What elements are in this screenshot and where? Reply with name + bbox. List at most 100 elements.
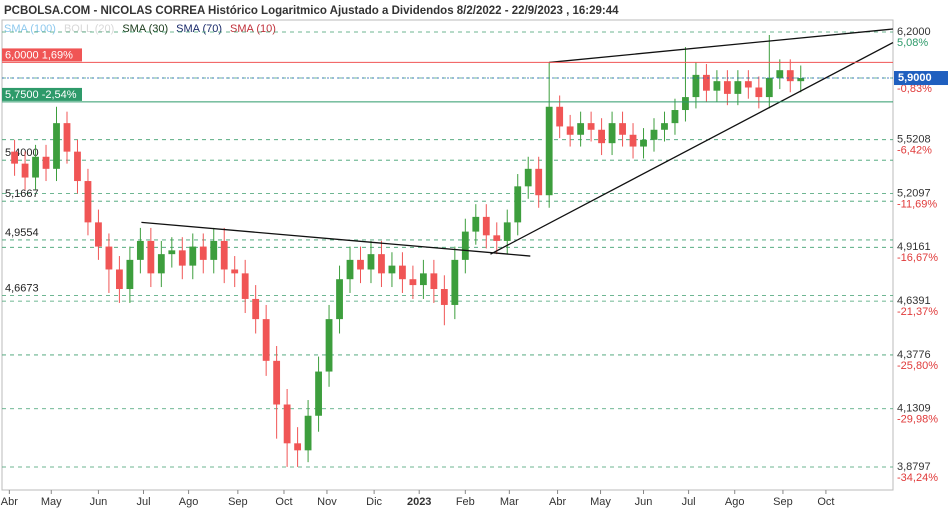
candle-body: [11, 151, 18, 164]
candle-body: [315, 371, 322, 416]
level-label: 5,1667: [5, 188, 39, 200]
candle-body: [650, 129, 658, 140]
candle-body: [189, 246, 197, 266]
x-tick-label: Dic: [366, 496, 382, 508]
candle-body: [776, 70, 784, 79]
candle-body: [556, 106, 564, 127]
candle-body: [419, 273, 427, 286]
candle-body: [325, 319, 333, 372]
y-tick-pct: -6,42%: [897, 145, 932, 157]
candle-body: [168, 250, 176, 255]
candle-body: [608, 123, 616, 144]
candle-body: [430, 273, 438, 290]
candle-body: [210, 240, 218, 260]
candle-body: [744, 81, 752, 88]
candle-body: [63, 123, 71, 152]
candle-body: [692, 74, 700, 98]
candle-body: [786, 70, 794, 82]
candle-body: [640, 139, 647, 147]
candle-body: [283, 404, 291, 444]
level-label: 4,6673: [5, 282, 39, 294]
y-tick-label: 4,3776: [897, 349, 931, 361]
candle-body: [262, 319, 270, 361]
candle-body: [682, 97, 689, 111]
candle-body: [231, 269, 239, 274]
candle-body: [723, 81, 731, 94]
plot-frame: [1, 19, 894, 491]
candle-body: [399, 265, 406, 280]
y-tick-pct: -16,67%: [897, 252, 938, 264]
candle-body: [619, 123, 626, 135]
x-tick-label: Sep: [228, 496, 248, 508]
legend-entry: SMA (30): [122, 23, 168, 35]
candle-body: [713, 81, 721, 91]
candle-body: [241, 273, 249, 299]
candle-body: [220, 240, 228, 270]
alert-label: 6,0000 1,69%: [5, 49, 73, 61]
level-label: 4,9554: [5, 227, 39, 239]
y-tick-pct: -25,80%: [897, 360, 938, 372]
y-tick-pct: -21,37%: [897, 306, 938, 318]
candle-body: [273, 360, 281, 405]
alert-box: [2, 87, 82, 101]
candle-body: [671, 110, 679, 124]
legend-entry: BOLL (20): [64, 23, 114, 35]
candle-body: [115, 269, 123, 290]
candle-body: [661, 123, 668, 130]
trendline: [141, 221, 531, 257]
candle-body: [157, 254, 165, 274]
y-tick-pct: -11,69%: [897, 198, 937, 210]
x-tick-label: Ago: [179, 496, 199, 508]
x-tick-label: Oct: [817, 496, 834, 508]
candle-body: [126, 259, 134, 290]
candle-body: [178, 250, 186, 266]
candle-body: [493, 235, 501, 241]
chart-title: PCBOLSA.COM - NICOLAS CORREA Histórico L…: [4, 5, 619, 17]
candle-body: [105, 246, 113, 270]
x-tick-label: Jul: [136, 496, 150, 508]
last-price-box: [894, 71, 948, 86]
x-tick-label: 2023: [407, 496, 431, 508]
legend-entry: SMA (70): [176, 23, 222, 35]
x-tick-label: May: [41, 496, 62, 508]
x-tick-label: Mar: [500, 496, 519, 508]
candle-body: [346, 259, 354, 280]
y-tick-label: 4,6391: [897, 295, 931, 307]
candle-body: [797, 78, 805, 82]
candle-body: [304, 415, 312, 451]
candle-body: [482, 216, 490, 236]
trendline: [490, 41, 894, 255]
candle-body: [472, 216, 480, 232]
candle-body: [503, 222, 511, 241]
y-tick-label: 4,9161: [897, 241, 931, 253]
candle-body: [734, 81, 742, 94]
trendline: [549, 28, 894, 64]
last-price-label: 5,9000: [898, 72, 932, 84]
x-tick-label: Jul: [682, 496, 696, 508]
candle-body: [252, 298, 260, 320]
x-tick-label: Abr: [1, 496, 18, 508]
x-tick-label: Oct: [275, 496, 292, 508]
x-tick-label: May: [590, 496, 611, 508]
candle-body: [451, 259, 459, 305]
x-tick-label: Jun: [635, 496, 653, 508]
candle-body: [378, 254, 385, 274]
candle-body: [409, 279, 417, 286]
y-tick-label: 4,1309: [897, 403, 931, 415]
y-tick-pct: -29,98%: [897, 414, 938, 426]
candle-body: [598, 129, 605, 144]
y-tick-pct: -0,83%: [897, 83, 932, 95]
legend: SMA (100) BOLL (20) SMA (30) SMA (70) SMA (1…: [4, 23, 276, 35]
alert-box: [2, 48, 82, 62]
candle-body: [84, 181, 92, 223]
candle-body: [21, 163, 29, 178]
candle-body: [535, 168, 543, 196]
candle-body: [147, 240, 155, 274]
candle-body: [357, 259, 364, 270]
candle-body: [440, 289, 448, 305]
y-tick-pct: -34,24%: [897, 472, 938, 484]
legend-entry: SMA (100): [4, 23, 56, 35]
candle-body: [53, 123, 60, 169]
y-tick-label: 5,2097: [897, 187, 931, 199]
